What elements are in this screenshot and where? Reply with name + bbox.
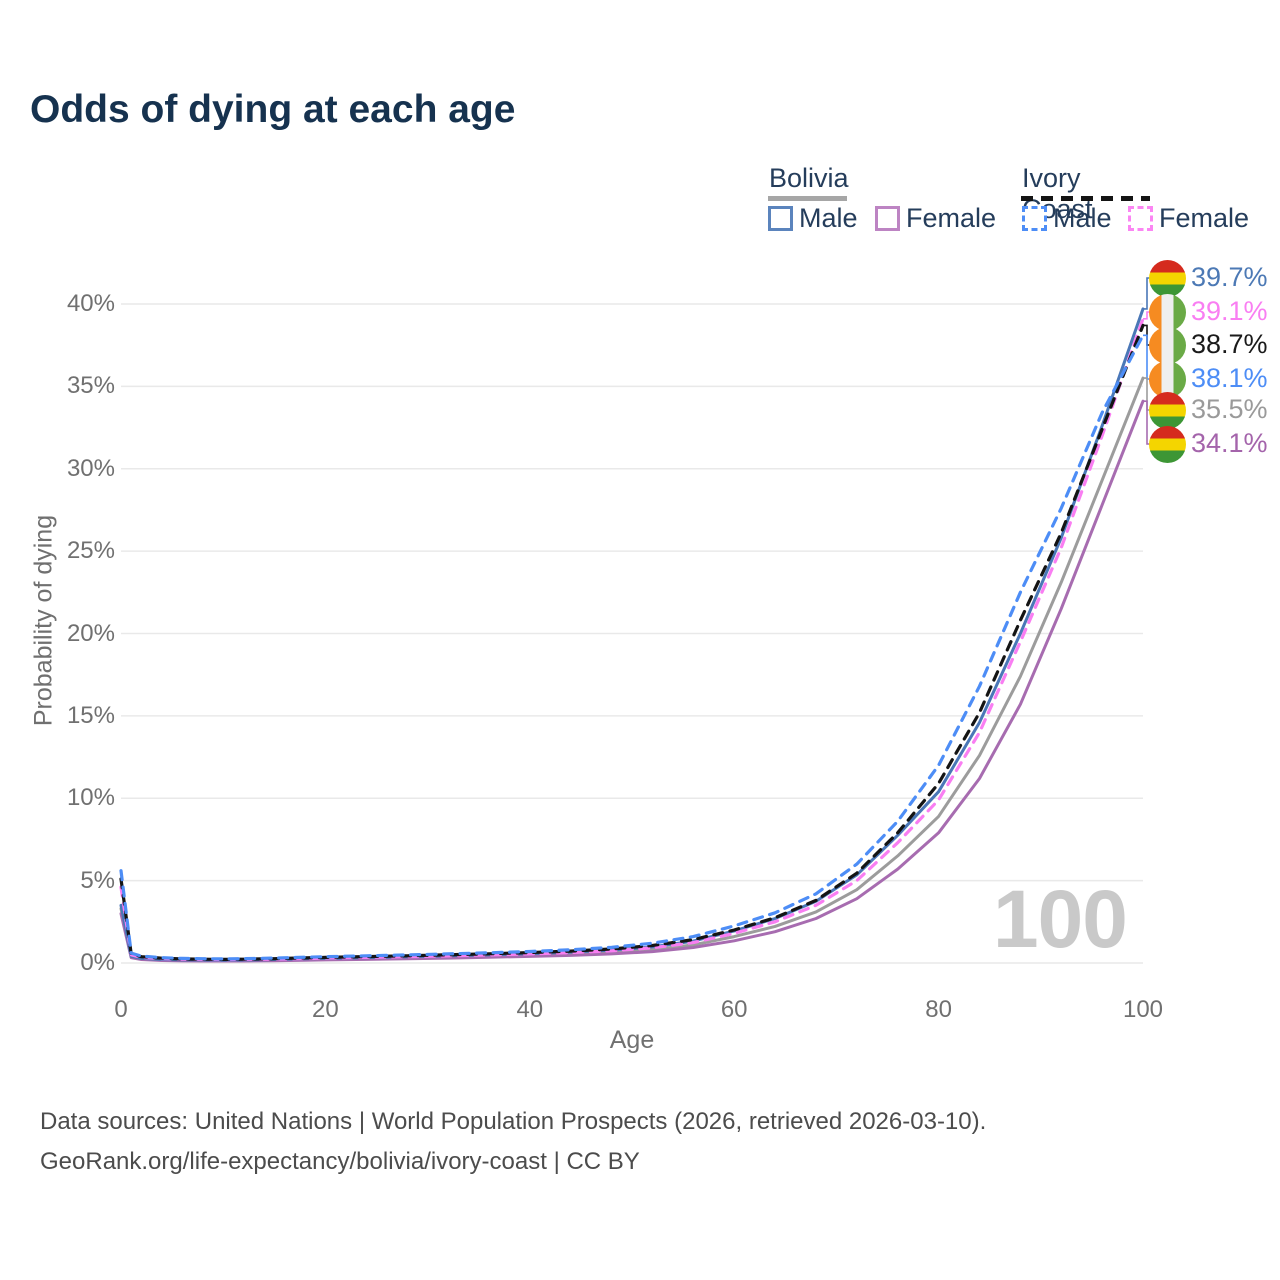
end-value-label-ivory-coast-male[interactable]: 38.1% <box>1191 363 1268 393</box>
flag-icon-ivory-coast <box>1149 294 1186 331</box>
flag-icon-ivory-coast <box>1149 361 1186 398</box>
legend-label-ivory-coast-female[interactable]: Female <box>1159 203 1250 233</box>
x-tick-label: 60 <box>720 996 748 1023</box>
y-tick-label: 0% <box>80 949 115 976</box>
footer-license-line[interactable]: GeoRank.org/life-expectancy/bolivia/ivor… <box>40 1148 640 1175</box>
end-value-label-ivory-coast-female[interactable]: 39.1% <box>1191 296 1268 326</box>
legend-bolivia-linestyle-sample <box>768 196 847 201</box>
flag-icon-bolivia <box>1149 392 1186 429</box>
y-tick-label: 5% <box>80 866 115 894</box>
age-watermark: 100 <box>993 874 1128 965</box>
series-line-ivory-coast-male[interactable] <box>119 333 1145 961</box>
legend-label-bolivia-female[interactable]: Female <box>906 203 997 233</box>
page-title: Odds of dying at each age <box>30 88 516 131</box>
y-tick-label: 30% <box>66 454 115 482</box>
end-value-label-bolivia[interactable]: 35.5% <box>1191 394 1268 424</box>
x-tick-label: 80 <box>925 996 952 1023</box>
legend-label-ivory-coast-male[interactable]: Male <box>1053 203 1112 233</box>
flag-icon-ivory-coast <box>1149 327 1186 364</box>
y-tick-label: 15% <box>66 701 115 729</box>
series-line-ivory-coast[interactable] <box>119 323 1145 962</box>
legend-swatch-bolivia-male[interactable] <box>768 206 793 231</box>
legend-swatch-ivory-coast-male[interactable] <box>1022 206 1047 231</box>
series-line-bolivia-female[interactable] <box>119 399 1145 963</box>
flag-icon-bolivia <box>1149 260 1186 297</box>
y-tick-label: 35% <box>66 372 115 400</box>
x-axis-title: Age <box>609 1026 655 1054</box>
y-tick-label: 10% <box>66 784 115 812</box>
legend-swatch-bolivia-female[interactable] <box>875 206 900 231</box>
y-tick-label: 20% <box>66 619 115 647</box>
legend-country-bolivia[interactable]: Bolivia <box>769 163 849 193</box>
y-tick-label: 25% <box>66 537 115 565</box>
legend-label-bolivia-male[interactable]: Male <box>799 203 858 233</box>
series-line-ivory-coast-female[interactable] <box>119 317 1145 962</box>
series-line-bolivia-male[interactable] <box>119 307 1145 962</box>
series-line-bolivia[interactable] <box>119 376 1145 963</box>
x-tick-label: 0 <box>114 996 128 1023</box>
x-tick-label: 20 <box>312 996 339 1023</box>
legend-ivory-coast-linestyle-sample <box>1021 196 1150 201</box>
y-tick-label: 40% <box>66 290 115 317</box>
legend-swatch-ivory-coast-female[interactable] <box>1128 206 1153 231</box>
flag-icon-bolivia <box>1149 426 1186 463</box>
x-tick-label: 40 <box>516 996 544 1023</box>
end-value-label-ivory-coast[interactable]: 38.7% <box>1191 329 1268 359</box>
end-value-label-bolivia-female[interactable]: 34.1% <box>1191 428 1268 458</box>
x-tick-label: 100 <box>1122 996 1164 1023</box>
end-value-label-bolivia-male[interactable]: 39.7% <box>1191 262 1268 292</box>
footer-source-line: Data sources: United Nations | World Pop… <box>40 1108 987 1135</box>
